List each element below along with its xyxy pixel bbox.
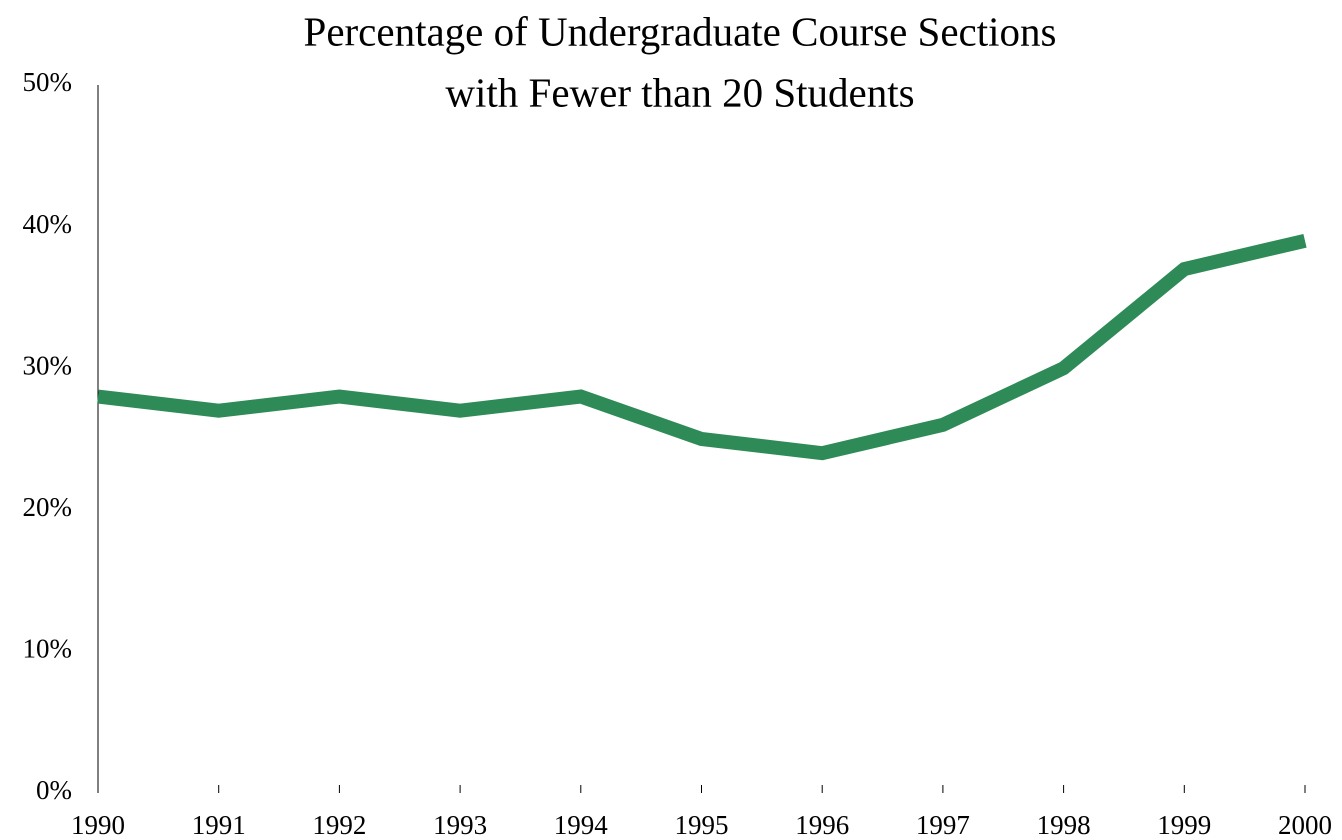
x-tick-label: 1998 <box>1037 810 1091 840</box>
x-tick-label: 1994 <box>554 810 609 840</box>
line-series <box>97 233 1307 461</box>
x-tick-label: 1993 <box>433 810 487 840</box>
y-tick-label: 50% <box>23 67 73 97</box>
x-tick-label: 1997 <box>916 810 970 840</box>
chart-title: with Fewer than 20 Students <box>445 69 914 115</box>
x-tick-label: 1991 <box>192 810 246 840</box>
y-tick-label: 0% <box>36 775 72 805</box>
chart-title: Percentage of Undergraduate Course Secti… <box>304 8 1057 54</box>
y-tick-label: 30% <box>23 350 73 380</box>
y-tick-label: 40% <box>23 209 73 239</box>
x-tick-label: 2000 <box>1278 810 1332 840</box>
x-tick-label: 1992 <box>312 810 366 840</box>
y-tick-label: 20% <box>23 492 73 522</box>
x-tick-label: 1999 <box>1157 810 1211 840</box>
x-tick-label: 1996 <box>795 810 849 840</box>
x-tick-label: 1990 <box>71 810 125 840</box>
x-tick-label: 1995 <box>675 810 729 840</box>
y-tick-label: 10% <box>23 634 73 664</box>
